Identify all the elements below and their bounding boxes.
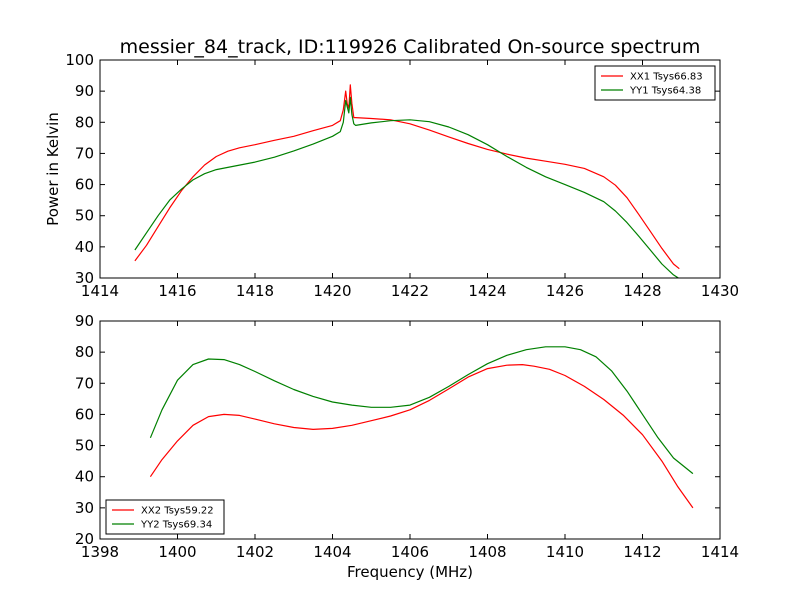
x-tick-label: 1412 — [623, 543, 661, 561]
y-tick-label: 70 — [75, 144, 94, 162]
x-tick-label: 1416 — [158, 282, 196, 300]
x-axis-label: Frequency (MHz) — [347, 563, 473, 581]
y-tick-label: 80 — [75, 113, 94, 131]
top-plot: 1414 1416 1418 1420 1422 1424 1426 1428 1430 30 40… — [44, 51, 739, 300]
y-tick-label: 70 — [75, 374, 94, 392]
y-tick-label: 30 — [75, 269, 94, 287]
x-tick-label: 1398 — [81, 543, 119, 561]
x-tick-label: 1410 — [546, 543, 584, 561]
legend: XX1 Tsys66.83 YY1 Tsys64.38 — [594, 65, 716, 101]
legend-entry: YY2 Tsys69.34 — [140, 520, 212, 531]
chart-title: messier_84_track, ID:119926 Calibrated O… — [120, 36, 701, 58]
y-tick-label: 20 — [75, 530, 94, 548]
series-line-xx1-tsys66-83 — [134, 84, 680, 270]
legend-entry: XX1 Tsys66.83 — [630, 72, 703, 83]
y-tick-label: 40 — [75, 468, 94, 486]
y-tick-label: 30 — [75, 499, 94, 517]
y-tick-label: 90 — [75, 312, 94, 330]
series-line-yy2-tsys69-34 — [149, 346, 694, 475]
x-tick-label: 1426 — [546, 282, 584, 300]
y-tick-label: 90 — [75, 82, 94, 100]
x-tick-label: 1404 — [313, 543, 351, 561]
legend: XX2 Tsys59.22 YY2 Tsys69.34 — [105, 499, 225, 535]
y-tick-label: 50 — [75, 207, 94, 225]
legend-box — [594, 65, 716, 101]
y-axis-label: Power in Kelvin — [44, 112, 62, 226]
x-tick-label: 1430 — [701, 282, 739, 300]
legend-entry: YY1 Tsys64.38 — [629, 86, 701, 97]
x-tick-label: 1400 — [158, 543, 196, 561]
x-tick-label: 1424 — [468, 282, 506, 300]
x-tick-label: 1406 — [391, 543, 429, 561]
x-tick-label: 1418 — [236, 282, 274, 300]
y-tick-label: 100 — [65, 51, 94, 69]
x-tick-label: 1414 — [81, 282, 119, 300]
y-tick-label: 50 — [75, 437, 94, 455]
series-line-xx2-tsys59-22 — [149, 364, 694, 509]
x-tick-label: 1402 — [236, 543, 274, 561]
bottom-plot: 1398 1400 1402 1404 1406 1408 1410 1412 1414 20 30… — [75, 312, 739, 581]
legend-entry: XX2 Tsys59.22 — [141, 506, 214, 517]
y-tick-label: 40 — [75, 238, 94, 256]
legend-box — [105, 499, 225, 535]
series-line-yy1-tsys64-38 — [134, 96, 680, 278]
x-tick-label: 1428 — [623, 282, 661, 300]
y-tick-label: 80 — [75, 343, 94, 361]
x-tick-label: 1422 — [391, 282, 429, 300]
x-tick-label: 1408 — [468, 543, 506, 561]
y-tick-label: 60 — [75, 176, 94, 194]
y-tick-label: 60 — [75, 405, 94, 423]
x-tick-label: 1420 — [313, 282, 351, 300]
x-tick-label: 1414 — [701, 543, 739, 561]
